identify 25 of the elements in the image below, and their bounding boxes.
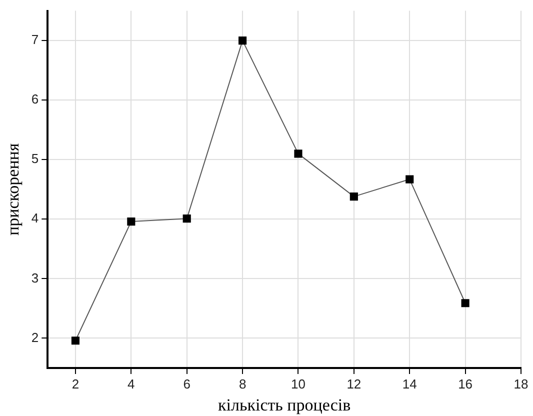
point <box>71 336 80 345</box>
x-tick-label: 14 <box>402 376 417 392</box>
x-tick-label: 12 <box>346 376 362 392</box>
x-tick-label: 4 <box>128 376 135 392</box>
y-tick-label: 5 <box>31 151 39 166</box>
x-axis-title: кількість процесів <box>218 395 351 414</box>
x-tick-label: 2 <box>72 376 80 392</box>
y-tick-label: 3 <box>31 270 39 286</box>
y-tick-label: 6 <box>31 92 39 107</box>
y-tick-label: 7 <box>31 32 39 48</box>
point <box>294 150 302 158</box>
point <box>350 192 358 201</box>
y-tick-label: 4 <box>31 210 39 226</box>
x-tick-label: 10 <box>291 376 306 392</box>
point <box>406 175 414 184</box>
x-tick-label: 8 <box>238 376 246 392</box>
point <box>182 214 191 223</box>
y-axis-title: прискорення <box>4 143 23 236</box>
point <box>127 218 136 226</box>
point <box>238 36 247 45</box>
x-tick-label: 16 <box>458 376 473 392</box>
x-tick-label: 18 <box>514 376 528 392</box>
x-tick-label: 6 <box>183 376 190 392</box>
point <box>461 299 470 308</box>
y-tick-label: 2 <box>31 330 39 345</box>
